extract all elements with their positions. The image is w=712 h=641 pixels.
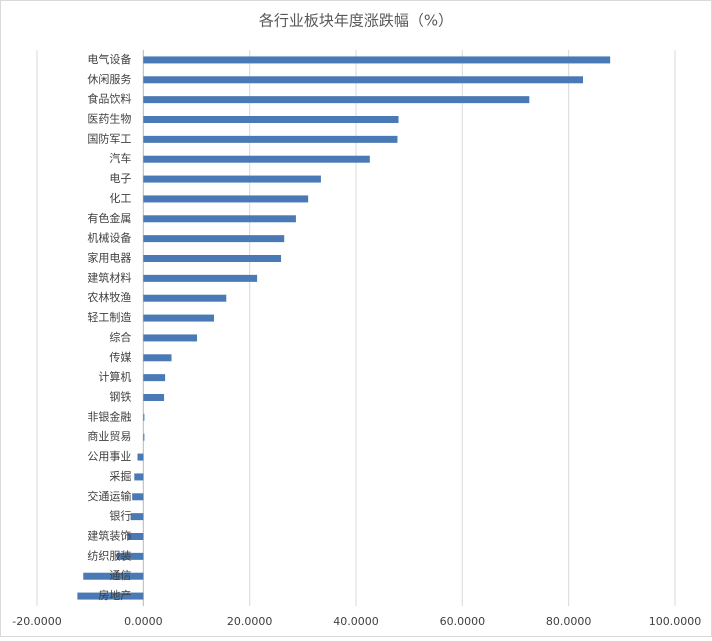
bar [132, 493, 144, 501]
bar [143, 354, 172, 362]
bar [77, 592, 144, 600]
x-tick-label: 40.0000 [333, 615, 379, 628]
y-tick-label: 计算机 [98, 370, 131, 384]
y-tick-label: 公用事业 [87, 450, 131, 463]
bar [143, 56, 611, 64]
y-tick-label: 钢铁 [109, 391, 131, 404]
y-tick-label: 电气设备 [87, 52, 131, 66]
bar [137, 453, 144, 461]
bar [143, 374, 166, 382]
chart-title: 各行业板块年度涨跌幅（%） [259, 12, 453, 30]
y-tick-label: 传媒 [109, 351, 131, 364]
bar [143, 155, 370, 163]
y-tick-label: 农林牧渔 [87, 290, 131, 304]
y-tick-label: 建筑材料 [87, 270, 131, 284]
y-tick-label: 机械设备 [87, 231, 131, 245]
y-tick-label: 纺织服装 [87, 548, 131, 562]
y-tick-label: 化工 [109, 191, 131, 205]
bar [143, 195, 309, 203]
bar [143, 96, 530, 104]
x-tick-label: 80.0000 [546, 615, 592, 628]
bar [143, 413, 145, 421]
bar [143, 76, 584, 84]
bar [143, 314, 215, 322]
bar [116, 552, 144, 560]
y-tick-label: 休闲服务 [87, 72, 131, 86]
bar [143, 294, 227, 302]
x-tick-label: 20.0000 [227, 615, 273, 628]
bar [143, 235, 285, 243]
x-tick-label: 60.0000 [440, 615, 486, 628]
y-tick-label: 综合 [109, 330, 131, 344]
y-tick-label: 采掘 [109, 469, 131, 483]
bar [143, 255, 282, 262]
bar [127, 533, 144, 540]
y-tick-label: 有色金属 [87, 211, 131, 225]
y-tick-label: 食品饮料 [87, 92, 131, 106]
bar [143, 116, 399, 123]
y-tick-label: 通信 [109, 569, 131, 582]
y-tick-label: 交通运输 [87, 489, 131, 503]
bar [143, 394, 165, 401]
y-tick-label: 银行 [109, 509, 131, 523]
bar [130, 513, 144, 521]
y-tick-label: 商业贸易 [87, 429, 131, 443]
x-tick-label: 0.0000 [124, 615, 163, 628]
x-tick-label: -20.0000 [12, 615, 61, 628]
bar [143, 135, 398, 143]
y-tick-label: 房地产 [98, 588, 131, 602]
bar [143, 215, 296, 223]
y-tick-label: 医药生物 [87, 112, 131, 126]
y-tick-label: 建筑装饰 [87, 529, 131, 543]
y-tick-label: 电子 [109, 172, 131, 185]
bar [143, 274, 258, 282]
bar [134, 473, 144, 481]
bar [143, 175, 321, 183]
bar [83, 572, 144, 580]
y-tick-label: 家用电器 [87, 251, 131, 265]
y-tick-label: 国防军工 [87, 131, 131, 145]
y-tick-label: 汽车 [109, 151, 131, 165]
x-tick-label: 100.0000 [649, 615, 702, 628]
bar [143, 433, 145, 441]
y-tick-label: 轻工制造 [87, 310, 131, 324]
y-tick-label: 非银金融 [87, 409, 131, 423]
bar [143, 334, 198, 342]
